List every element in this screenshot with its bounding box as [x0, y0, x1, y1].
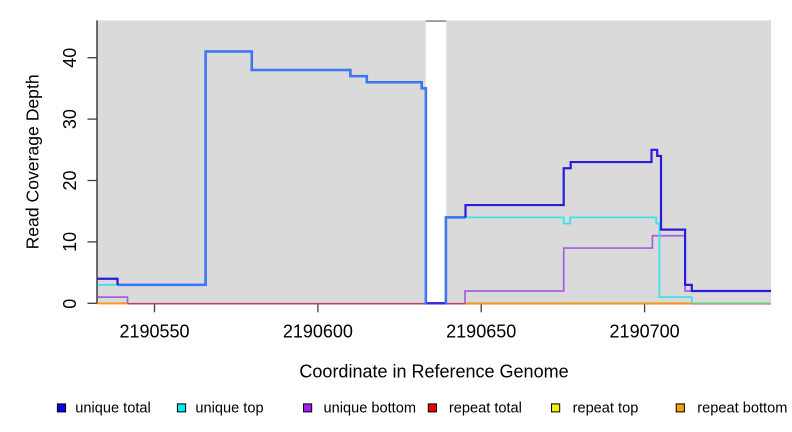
svg-text:repeat top: repeat top [573, 401, 639, 417]
svg-text:2190700: 2190700 [610, 321, 680, 341]
svg-text:repeat bottom: repeat bottom [697, 401, 787, 417]
svg-text:unique top: unique top [195, 401, 263, 417]
svg-text:Read Coverage Depth: Read Coverage Depth [23, 74, 43, 249]
svg-text:40: 40 [60, 48, 80, 68]
svg-text:unique total: unique total [75, 401, 150, 417]
svg-text:20: 20 [60, 170, 80, 190]
svg-text:2190550: 2190550 [119, 321, 189, 341]
svg-text:Coordinate in Reference Genome: Coordinate in Reference Genome [299, 362, 568, 382]
svg-text:unique bottom: unique bottom [324, 401, 417, 417]
svg-text:repeat total: repeat total [449, 401, 522, 417]
svg-text:10: 10 [60, 232, 80, 252]
svg-text:30: 30 [60, 109, 80, 129]
svg-text:2190600: 2190600 [283, 321, 353, 341]
svg-text:2190650: 2190650 [446, 321, 516, 341]
svg-text:0: 0 [60, 299, 80, 309]
